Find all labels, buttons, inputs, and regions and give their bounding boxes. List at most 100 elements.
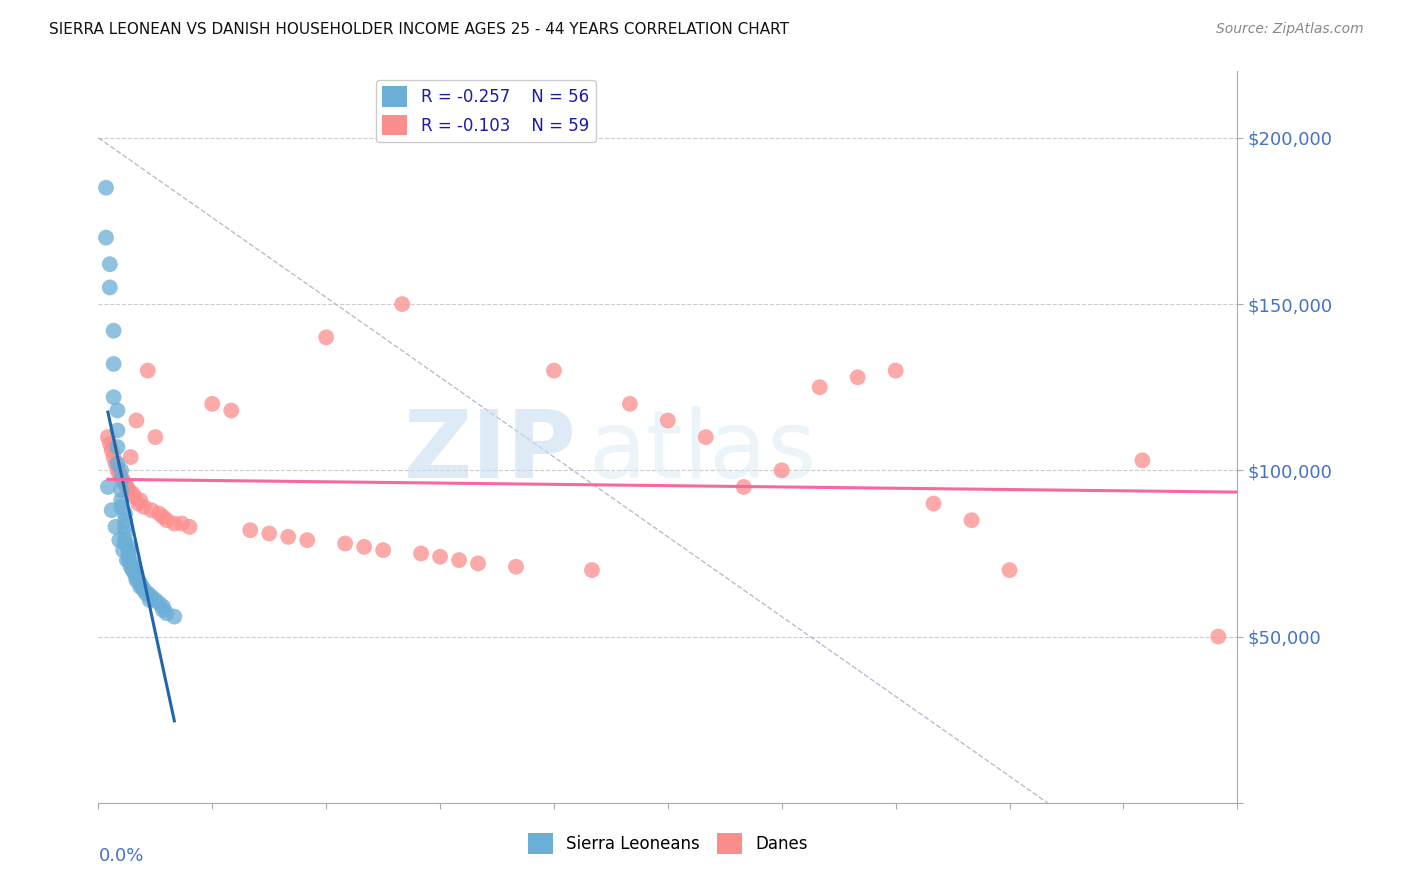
Point	[543, 363, 565, 377]
Point	[315, 330, 337, 344]
Point	[138, 593, 160, 607]
Point	[141, 590, 163, 604]
Point	[115, 480, 138, 494]
Point	[100, 503, 122, 517]
Point	[129, 576, 152, 591]
Point	[107, 440, 129, 454]
Point	[110, 470, 132, 484]
Point	[259, 526, 281, 541]
Point	[808, 380, 831, 394]
Point	[201, 397, 224, 411]
Point	[110, 500, 132, 514]
Point	[170, 516, 193, 531]
Point	[103, 390, 125, 404]
Point	[121, 557, 143, 571]
Point	[129, 493, 152, 508]
Point	[411, 546, 433, 560]
Text: atlas: atlas	[588, 406, 817, 498]
Point	[152, 599, 174, 614]
Point	[103, 450, 125, 464]
Point	[121, 486, 143, 500]
Point	[132, 582, 155, 597]
Point	[156, 607, 179, 621]
Point	[125, 413, 148, 427]
Point	[100, 443, 122, 458]
Point	[114, 513, 136, 527]
Point	[136, 586, 159, 600]
Point	[118, 483, 141, 498]
Point	[125, 566, 148, 581]
Point	[97, 480, 120, 494]
Point	[391, 297, 413, 311]
Point	[118, 549, 141, 564]
Point	[131, 580, 153, 594]
Point	[118, 543, 141, 558]
Point	[118, 540, 141, 554]
Point	[114, 526, 136, 541]
Text: SIERRA LEONEAN VS DANISH HOUSEHOLDER INCOME AGES 25 - 44 YEARS CORRELATION CHART: SIERRA LEONEAN VS DANISH HOUSEHOLDER INC…	[49, 22, 789, 37]
Text: 0.0%: 0.0%	[98, 847, 143, 864]
Point	[221, 403, 243, 417]
Point	[922, 497, 945, 511]
Point	[884, 363, 907, 377]
Point	[132, 500, 155, 514]
Point	[103, 357, 125, 371]
Point	[125, 570, 148, 584]
Point	[120, 450, 142, 464]
Point	[998, 563, 1021, 577]
Point	[110, 463, 132, 477]
Point	[104, 457, 127, 471]
Point	[114, 507, 136, 521]
Point	[156, 513, 179, 527]
Point	[145, 593, 167, 607]
Point	[467, 557, 489, 571]
Text: Source: ZipAtlas.com: Source: ZipAtlas.com	[1216, 22, 1364, 37]
Point	[94, 230, 117, 244]
Point	[107, 457, 129, 471]
Point	[429, 549, 451, 564]
Point	[152, 603, 174, 617]
Point	[163, 516, 186, 531]
Point	[107, 424, 129, 438]
Point	[449, 553, 471, 567]
Point	[118, 553, 141, 567]
Point	[121, 563, 143, 577]
Point	[104, 520, 127, 534]
Point	[108, 467, 131, 481]
Point	[112, 473, 135, 487]
Point	[112, 543, 135, 558]
Point	[960, 513, 983, 527]
Point	[163, 609, 186, 624]
Point	[770, 463, 793, 477]
Point	[121, 559, 143, 574]
Point	[129, 580, 152, 594]
Point	[107, 403, 129, 417]
Point	[141, 503, 163, 517]
Point	[107, 463, 129, 477]
Point	[353, 540, 375, 554]
Point	[118, 546, 141, 560]
Point	[1208, 630, 1230, 644]
Point	[110, 483, 132, 498]
Point	[114, 520, 136, 534]
Point	[135, 586, 157, 600]
Point	[657, 413, 679, 427]
Point	[125, 573, 148, 587]
Point	[581, 563, 603, 577]
Point	[114, 536, 136, 550]
Point	[124, 490, 146, 504]
Point	[98, 257, 121, 271]
Point	[136, 363, 159, 377]
Point	[733, 480, 755, 494]
Point	[179, 520, 201, 534]
Point	[335, 536, 357, 550]
Point	[124, 566, 146, 581]
Point	[127, 573, 149, 587]
Point	[148, 596, 170, 610]
Point	[239, 523, 262, 537]
Point	[103, 324, 125, 338]
Point	[152, 509, 174, 524]
Text: ZIP: ZIP	[404, 406, 576, 498]
Point	[127, 497, 149, 511]
Point	[120, 559, 142, 574]
